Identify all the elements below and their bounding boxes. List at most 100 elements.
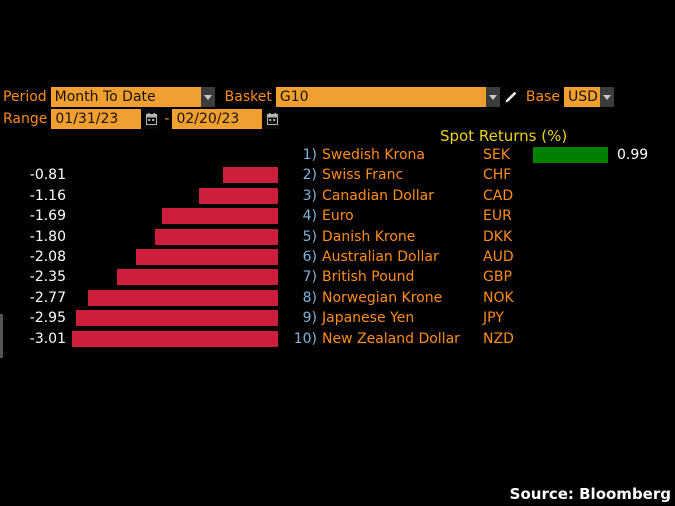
currency-ticker[interactable]: CHF [483,167,512,184]
basket-select-value[interactable]: G10 [275,87,486,107]
currency-name[interactable]: Euro [322,208,354,225]
currency-ticker[interactable]: CAD [483,187,514,204]
currency-ticker[interactable]: GBP [483,269,512,286]
base-select-value[interactable]: USD [563,87,600,107]
negative-bar [162,208,278,225]
row-number: 4) [302,208,317,225]
basket-label: Basket [224,89,272,105]
range-separator: - [164,111,170,127]
positive-value-label: 0.99 [617,147,649,163]
row-value-container: -2.95 [8,308,66,328]
spot-return-row[interactable]: -2.77 8) Norwegian Krone NOK [0,288,675,308]
negative-value-label: -3.01 [29,330,66,347]
row-number: 2) [302,167,317,184]
currency-name[interactable]: British Pound [322,269,415,286]
positive-bar-track [533,308,613,328]
positive-bar-track [533,329,613,349]
source-attribution: Source: Bloomberg [509,485,671,503]
spot-returns-rows: 1) Swedish Krona SEK 0.99 -0.81 2) Swiss Franc… [0,145,675,349]
negative-bar [222,167,278,184]
negative-value-label: -1.80 [29,228,66,245]
row-value-container: -2.08 [8,247,66,267]
row-number: 9) [302,310,317,327]
spot-return-row[interactable]: -2.35 7) British Pound GBP [0,267,675,287]
range-end-date-input[interactable]: 02/20/23 [172,109,263,129]
range-start-calendar-icon[interactable] [144,109,159,129]
toolbar-row-primary: Period Month To Date Basket G10 Base USD [0,86,675,108]
spot-return-row[interactable]: -1.80 5) Danish Krone DKK [0,227,675,247]
spot-return-row[interactable]: -2.95 9) Japanese Yen JPY [0,308,675,328]
negative-value-label: -0.81 [29,167,66,184]
row-value-container: -2.77 [8,288,66,308]
spot-return-row[interactable]: -3.01 10) New Zealand Dollar NZD [0,329,675,349]
control-toolbar: Period Month To Date Basket G10 Base USD… [0,86,675,130]
positive-bar-track [533,186,613,206]
row-number: 8) [302,289,317,306]
spot-returns-header: Spot Returns (%) [440,127,568,145]
positive-bar-track [533,247,613,267]
spot-return-row[interactable]: -0.81 2) Swiss Franc CHF [0,165,675,185]
negative-bar-track [72,227,278,247]
negative-bar [198,187,278,204]
negative-bar-track [72,308,278,328]
spot-return-row[interactable]: -1.69 4) Euro EUR [0,206,675,226]
currency-ticker[interactable]: NZD [483,330,514,347]
negative-value-label: -2.77 [29,289,66,306]
row-number: 3) [302,187,317,204]
edit-basket-pencil-icon[interactable] [500,87,522,107]
currency-name[interactable]: Canadian Dollar [322,187,434,204]
currency-ticker[interactable]: SEK [483,147,510,163]
currency-ticker[interactable]: EUR [483,208,512,225]
period-dropdown-chevron-down-icon[interactable] [200,87,215,107]
currency-name[interactable]: Danish Krone [322,228,416,245]
period-select-value[interactable]: Month To Date [50,87,201,107]
currency-name[interactable]: Australian Dollar [322,248,439,265]
negative-bar [135,248,278,265]
currency-ticker[interactable]: AUD [483,248,514,265]
row-number: 10) [293,330,317,347]
spot-return-row[interactable]: -2.08 6) Australian Dollar AUD [0,247,675,267]
base-dropdown-chevron-down-icon[interactable] [599,87,614,107]
negative-value-label: -2.95 [29,310,66,327]
negative-value-label: -2.35 [29,269,66,286]
negative-bar-track [72,267,278,287]
currency-name[interactable]: Norwegian Krone [322,289,443,306]
currency-name[interactable]: Swiss Franc [322,167,404,184]
row-value-container [8,145,66,165]
negative-value-label: -2.08 [29,248,66,265]
negative-bar [76,310,278,327]
positive-bar-track [533,227,613,247]
negative-bar [72,330,278,347]
negative-bar [154,228,278,245]
toolbar-row-range: Range 01/31/23 - 02/20/23 [0,108,675,130]
currency-name[interactable]: New Zealand Dollar [322,330,460,347]
negative-bar [117,269,278,286]
row-value-container: -1.80 [8,227,66,247]
positive-bar-track [533,206,613,226]
currency-ticker[interactable]: NOK [483,289,514,306]
currency-ticker[interactable]: JPY [483,310,504,327]
positive-bar-track [533,165,613,185]
spot-return-row[interactable]: -1.16 3) Canadian Dollar CAD [0,186,675,206]
left-edge-scroll-nub[interactable] [0,314,3,358]
range-start-date-input[interactable]: 01/31/23 [51,109,142,129]
period-label: Period [3,89,47,105]
row-number: 1) [302,147,317,163]
negative-bar-track [72,288,278,308]
currency-name[interactable]: Swedish Krona [322,147,425,163]
negative-bar-track [72,165,278,185]
spot-return-row[interactable]: 1) Swedish Krona SEK 0.99 [0,145,675,165]
positive-bar [533,147,608,163]
currency-name[interactable]: Japanese Yen [322,310,415,327]
negative-bar-track [72,329,278,349]
negative-bar-track [72,206,278,226]
currency-ticker[interactable]: DKK [483,228,513,245]
row-number: 7) [302,269,317,286]
row-value-container: -1.16 [8,186,66,206]
basket-dropdown-chevron-down-icon[interactable] [485,87,500,107]
positive-bar-track [533,267,613,287]
positive-bar-track [533,145,613,165]
row-value-container: -2.35 [8,267,66,287]
range-end-calendar-icon[interactable] [265,109,280,129]
